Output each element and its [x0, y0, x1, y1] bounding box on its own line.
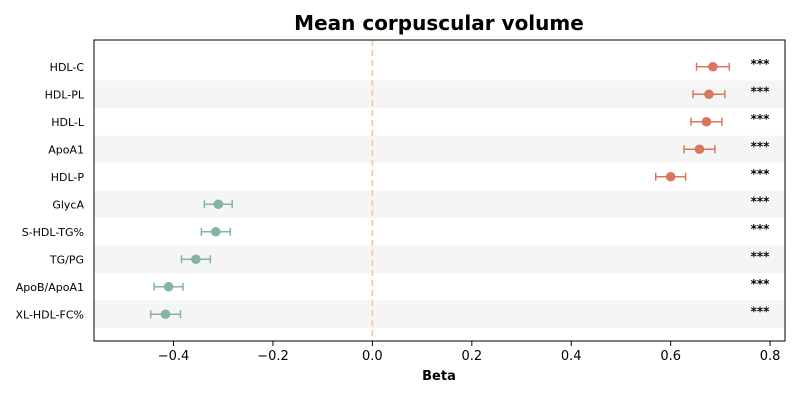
row-band [94, 80, 785, 108]
row-band [94, 300, 785, 328]
x-tick-label: 0.6 [660, 349, 681, 364]
x-tick-label: −0.2 [257, 349, 289, 364]
category-label: S-HDL-TG% [22, 226, 84, 239]
x-tick-label: 0.2 [461, 349, 482, 364]
category-label: XL-HDL-FC% [15, 308, 84, 321]
chart-title: Mean corpuscular volume [294, 11, 584, 35]
x-tick-label: 0.8 [760, 349, 781, 364]
significance-label: *** [751, 139, 771, 153]
beta-point [213, 199, 224, 210]
beta-point [708, 61, 718, 72]
x-tick-label: −0.4 [158, 349, 190, 364]
significance-label: *** [751, 277, 771, 291]
row-band [94, 135, 785, 163]
significance-label: *** [751, 194, 771, 208]
significance-label: *** [751, 84, 771, 98]
beta-point [701, 116, 712, 127]
significance-label: *** [751, 249, 771, 263]
significance-labels: *** *** *** *** *** *** *** *** *** *** [751, 57, 771, 319]
row-bands [94, 80, 785, 328]
significance-label: *** [751, 304, 771, 318]
significance-label: *** [751, 112, 771, 126]
beta-point [665, 171, 676, 182]
category-label: HDL-C [50, 61, 85, 74]
category-label: HDL-L [51, 116, 85, 129]
category-label: GlycA [52, 198, 84, 211]
x-axis-label: Beta [422, 369, 456, 384]
significance-label: *** [751, 222, 771, 236]
category-label: HDL-P [51, 171, 85, 184]
category-label: TG/PG [49, 253, 84, 266]
category-label: ApoA1 [48, 143, 84, 156]
data-marks [149, 61, 731, 320]
beta-point [694, 144, 705, 155]
beta-point [704, 89, 714, 100]
beta-point [163, 281, 174, 292]
category-label: HDL-PL [45, 88, 85, 101]
significance-label: *** [751, 167, 771, 181]
category-labels: HDL-C HDL-PL HDL-L ApoA1 HDL-P GlycA S-HDL-TG%… [15, 61, 84, 322]
x-axis: −0.4 −0.2 0.0 0.2 0.4 0.6 0.8 [158, 341, 781, 364]
x-tick-label: 0.4 [561, 349, 582, 364]
beta-point [160, 309, 171, 320]
x-tick-label: 0.0 [362, 349, 383, 364]
beta-point [210, 226, 221, 237]
plot-frame [93, 39, 786, 342]
beta-point [191, 254, 201, 265]
row-band [94, 190, 785, 218]
significance-label: *** [751, 57, 771, 71]
category-label: ApoB/ApoA1 [16, 281, 84, 294]
